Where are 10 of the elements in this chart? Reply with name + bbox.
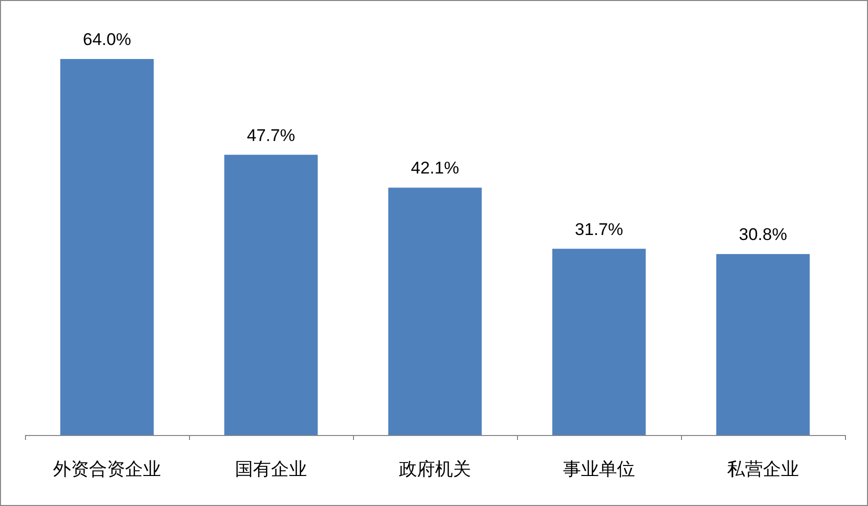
x-tick-label: 私营企业: [727, 459, 799, 479]
x-tick-label: 外资合资企业: [53, 459, 161, 479]
data-label: 42.1%: [410, 158, 460, 178]
data-label: 47.7%: [246, 126, 296, 145]
data-label: 64.0%: [82, 30, 132, 49]
data-label: 31.7%: [574, 220, 624, 239]
x-tick-label: 国有企业: [235, 459, 307, 479]
data-label: 30.8%: [738, 225, 788, 244]
x-tick-label: 事业单位: [563, 459, 635, 479]
x-tick-label: 政府机关: [399, 459, 471, 479]
